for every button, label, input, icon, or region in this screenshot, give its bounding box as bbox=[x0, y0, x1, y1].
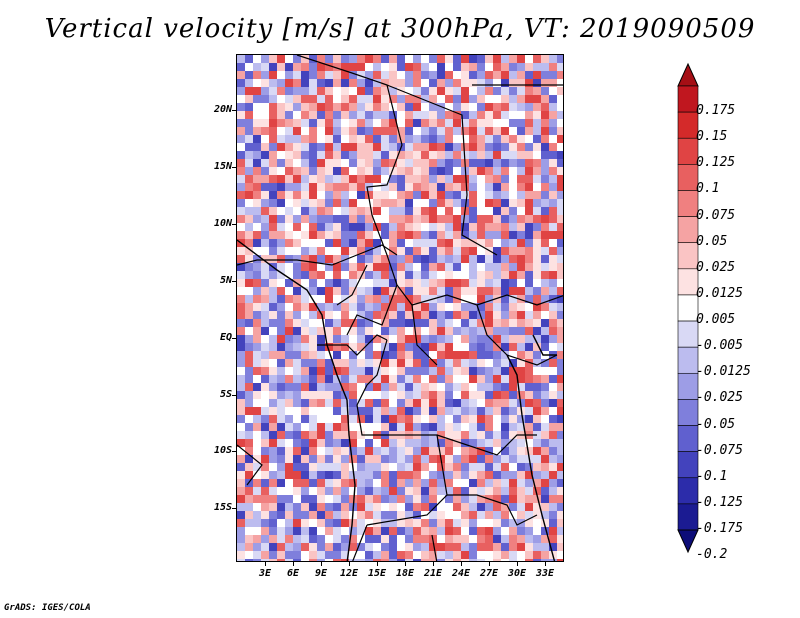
lon-tick bbox=[461, 561, 462, 566]
colorbar-segment bbox=[677, 372, 699, 400]
country-border bbox=[352, 524, 368, 561]
colorbar-label: -0.075 bbox=[696, 442, 743, 458]
colorbar-segment bbox=[677, 111, 699, 139]
colorbar-label: -0.005 bbox=[696, 338, 743, 354]
colorbar-segment bbox=[677, 503, 699, 531]
country-border bbox=[346, 284, 398, 336]
colorbar-segment bbox=[677, 346, 699, 374]
colorbar-label: -0.05 bbox=[696, 416, 736, 432]
colorbar-segment bbox=[677, 216, 699, 244]
lon-label-30e: 30E bbox=[507, 568, 527, 579]
colorbar-segment bbox=[677, 320, 699, 348]
lon-tick bbox=[293, 561, 294, 566]
lon-label-33e: 33E bbox=[535, 568, 555, 579]
colorbar-label: -0.175 bbox=[696, 521, 743, 536]
lon-tick bbox=[265, 561, 266, 566]
coastline bbox=[506, 354, 556, 561]
colorbar-label: 0.005 bbox=[696, 312, 736, 328]
country-border bbox=[336, 264, 368, 306]
colorbar bbox=[677, 62, 699, 554]
lon-tick bbox=[489, 561, 490, 566]
lon-label-6e: 6E bbox=[286, 568, 300, 579]
colorbar-segment bbox=[677, 85, 699, 113]
country-border bbox=[431, 534, 438, 561]
map-plot-area bbox=[236, 54, 564, 562]
colorbar-label: -0.025 bbox=[696, 390, 743, 406]
lat-label-15s: 15S bbox=[213, 502, 232, 513]
colorbar-label: -0.125 bbox=[696, 494, 743, 510]
lon-tick bbox=[377, 561, 378, 566]
lat-label-5s: 5S bbox=[219, 389, 232, 400]
colorbar-label: 0.05 bbox=[696, 233, 728, 249]
lon-tick bbox=[349, 561, 350, 566]
colorbar-segment bbox=[677, 268, 699, 296]
coastline bbox=[532, 334, 557, 356]
lat-label-5n: 5N bbox=[219, 275, 232, 286]
country-border bbox=[237, 444, 263, 486]
lon-tick bbox=[517, 561, 518, 566]
country-border bbox=[356, 339, 388, 406]
country-border bbox=[411, 304, 438, 366]
colorbar-label: 0.15 bbox=[696, 129, 728, 145]
colorbar-segment bbox=[677, 242, 699, 270]
lon-label-3e: 3E bbox=[258, 568, 272, 579]
coastline bbox=[237, 239, 356, 561]
colorbar-label: 0.1 bbox=[696, 181, 720, 197]
colorbar-segment bbox=[677, 190, 699, 217]
colorbar-bottom-arrow bbox=[677, 529, 699, 554]
lon-label-18e: 18E bbox=[395, 568, 415, 579]
velocity-field bbox=[237, 55, 563, 561]
colorbar-segment bbox=[677, 399, 699, 426]
lon-label-15e: 15E bbox=[367, 568, 387, 579]
colorbar-segment bbox=[677, 451, 699, 479]
lat-tick bbox=[232, 167, 237, 168]
lon-label-12e: 12E bbox=[339, 568, 359, 579]
lat-label-20n: 20N bbox=[213, 104, 232, 115]
lat-tick bbox=[232, 508, 237, 509]
colorbar-label: 0.175 bbox=[696, 103, 736, 119]
lat-label-10s: 10S bbox=[213, 445, 232, 456]
country-border bbox=[317, 334, 388, 356]
colorbar-label: 0.025 bbox=[696, 259, 736, 275]
colorbar-segment bbox=[677, 137, 699, 165]
lon-label-21e: 21E bbox=[423, 568, 443, 579]
colorbar-segment bbox=[677, 294, 699, 322]
colorbar-label: -0.0125 bbox=[696, 364, 751, 380]
lat-tick bbox=[232, 224, 237, 225]
country-border bbox=[447, 494, 538, 526]
lat-label-10n: 10N bbox=[213, 218, 232, 229]
colorbar-segment bbox=[677, 477, 699, 505]
lat-label-15n: 15N bbox=[213, 161, 232, 172]
country-border bbox=[386, 84, 498, 256]
lat-tick bbox=[232, 338, 237, 339]
lon-tick bbox=[405, 561, 406, 566]
lon-label-24e: 24E bbox=[451, 568, 471, 579]
country-border bbox=[371, 214, 563, 306]
country-border bbox=[296, 55, 403, 216]
colorbar-label: 0.075 bbox=[696, 207, 736, 223]
lon-tick bbox=[545, 561, 546, 566]
lon-label-27e: 27E bbox=[479, 568, 499, 579]
grads-credit: GrADS: IGES/COLA bbox=[4, 603, 91, 613]
lon-tick bbox=[321, 561, 322, 566]
colorbar-label: 0.0125 bbox=[696, 285, 743, 301]
lat-label-eq: EQ bbox=[219, 332, 232, 343]
lat-tick bbox=[232, 395, 237, 396]
colorbar-segment bbox=[677, 425, 699, 452]
colorbar-label: -0.2 bbox=[696, 547, 728, 563]
map-title: Vertical velocity [m/s] at 300hPa, VT: 2… bbox=[44, 14, 756, 44]
lat-tick bbox=[232, 451, 237, 452]
colorbar-segment bbox=[677, 164, 699, 191]
lon-tick bbox=[433, 561, 434, 566]
country-border bbox=[237, 244, 398, 266]
colorbar-label: 0.125 bbox=[696, 155, 736, 171]
country-border bbox=[436, 434, 537, 456]
lon-label-9e: 9E bbox=[314, 568, 328, 579]
lat-tick bbox=[232, 110, 237, 111]
velocity-cells bbox=[237, 55, 563, 561]
colorbar-top-arrow bbox=[677, 62, 699, 87]
lat-tick bbox=[232, 281, 237, 282]
colorbar-label: -0.1 bbox=[696, 468, 728, 484]
